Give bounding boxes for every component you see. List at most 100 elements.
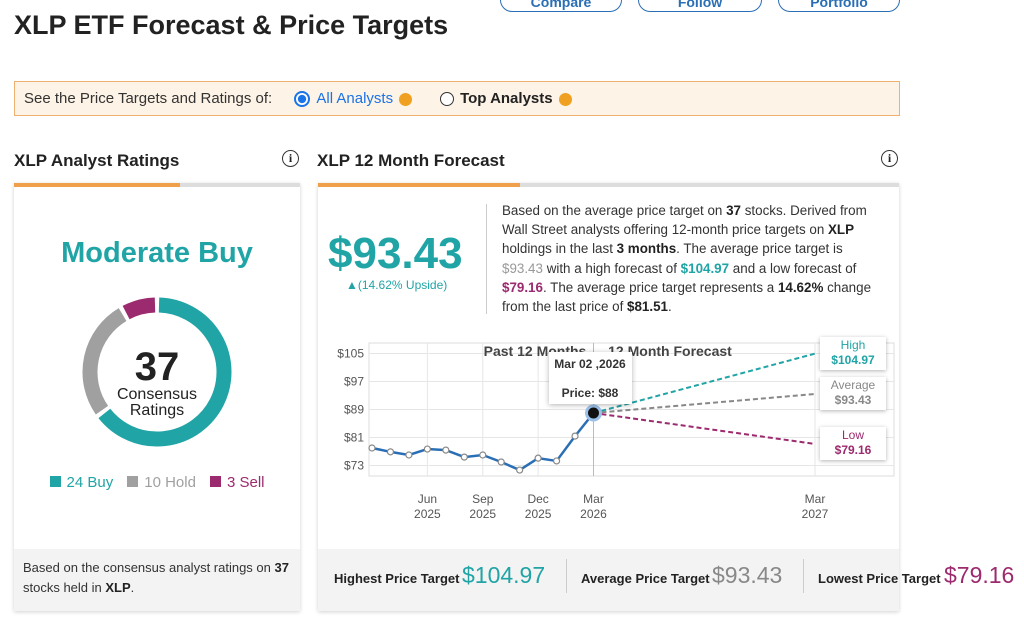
bottom-label: Highest Price Target (334, 571, 460, 586)
radio (294, 91, 311, 108)
target-label: Average $93.43 (820, 376, 886, 410)
x-tick-label: Mar 2027 (801, 492, 829, 521)
y-tick-label: $105 (337, 347, 364, 361)
forecast-title: XLP 12 Month Forecast (317, 151, 505, 170)
text-piece: XLP (828, 222, 855, 238)
price-point (516, 466, 524, 474)
tooltip-date: Mar 02 ,2026 (554, 357, 626, 371)
filter-option[interactable]: All Analysts (294, 90, 413, 108)
text-piece: $104.97 (680, 260, 730, 276)
target-value: $104.97 (831, 352, 875, 367)
price-point (534, 454, 542, 462)
x-tick-label: Sep 2025 (469, 492, 497, 521)
separator (566, 559, 567, 593)
y-tick-label: $73 (344, 459, 364, 473)
filter-option[interactable]: Top Analysts (440, 90, 572, 107)
price-point (442, 446, 450, 454)
text-piece: holdings in the last (502, 241, 617, 257)
price-point (405, 451, 413, 459)
text-piece: . (668, 299, 672, 315)
consensus: Moderate Buy (61, 237, 253, 269)
price-point (571, 432, 579, 440)
target-name: High (840, 337, 866, 352)
text-piece: with a high forecast of (542, 260, 681, 276)
bottom-label: Average Price Target (581, 571, 710, 586)
target-name: Low (841, 427, 864, 442)
help-icon (399, 92, 413, 106)
y-tick-label: $97 (344, 375, 364, 389)
tooltip-price: Price: $88 (561, 386, 619, 400)
option-label: Top Analysts (460, 90, 553, 107)
target-line (593, 392, 816, 414)
text-piece: 3 months (616, 241, 677, 257)
legend-name: Sell (239, 474, 265, 491)
description: Based on the average price target on 37 … (502, 201, 882, 316)
text-piece: . The average price target is (676, 241, 843, 257)
target-label: High $104.97 (820, 336, 886, 370)
target-value: $79.16 (834, 442, 872, 457)
filter-label: See the Price Targets and Ratings of: (24, 90, 273, 107)
ratings-card: Moderate Buy 37 Consensus Ratings 24 Buy… (14, 183, 300, 611)
avg-price: $93.43 (328, 229, 463, 278)
target-line (593, 412, 816, 445)
text-piece: $93.43 (502, 260, 543, 276)
price-point (497, 458, 505, 466)
bottom-label: Lowest Price Target (818, 571, 941, 586)
option-label: All Analysts (316, 90, 394, 107)
legend-swatch (209, 476, 221, 487)
bottom-value: $93.43 (712, 562, 783, 588)
ratings-footer: Based on the consensus analyst ratings o… (23, 558, 293, 598)
x-tick-label: Mar 2026 (580, 492, 607, 521)
text-piece: $81.51 (627, 299, 668, 315)
page-title: XLP ETF Forecast & Price Targets (14, 10, 449, 40)
filter-bar: See the Price Targets and Ratings of: Al… (14, 81, 900, 116)
text-piece: 14.62% (777, 279, 824, 295)
legend-item: 10 Hold (127, 474, 196, 491)
separator (803, 559, 804, 593)
chart-title: 12 Month Forecast (608, 343, 732, 359)
info-icon[interactable]: i (282, 150, 299, 167)
help-icon (558, 92, 572, 106)
text-piece: and a low forecast of (729, 260, 857, 276)
price-point (386, 448, 395, 456)
text-piece: stocks held in (23, 580, 106, 595)
legend-value: 24 (66, 474, 84, 491)
legend-item: 24 Buy (49, 474, 114, 491)
text-piece: Based on the consensus analyst ratings o… (23, 560, 275, 575)
ratings-title: XLP Analyst Ratings (14, 151, 180, 170)
price-point (423, 445, 431, 453)
donut-segment (122, 297, 156, 320)
price-point (368, 444, 376, 452)
price-point (552, 457, 561, 465)
legend-value: 10 (144, 474, 161, 491)
text-piece: $79.16 (502, 279, 543, 295)
legend-name: Hold (165, 474, 196, 491)
y-tick-label: $81 (344, 431, 364, 445)
text-piece: 37 (726, 203, 741, 218)
price-point (460, 453, 468, 461)
y-tick-label: $89 (344, 403, 364, 417)
text-piece: stocks. Derived from Wall Street analyst… (502, 203, 867, 238)
bottom-value: $79.16 (944, 562, 1015, 588)
text-piece: Based on the average price target on (502, 203, 727, 218)
legend: 24 Buy 10 Hold 3 Sell (14, 474, 300, 491)
target-name: Average (830, 377, 876, 392)
text-piece: XLP (105, 580, 131, 595)
upside: ▲(14.62% Upside) (346, 278, 448, 292)
info-icon[interactable]: i (881, 150, 898, 167)
text-piece: . The average price target represents a (542, 279, 778, 295)
total-label: Consensus Ratings (116, 386, 198, 419)
target-line (593, 352, 816, 414)
text-piece: . (130, 580, 135, 595)
legend-value: 3 (226, 474, 236, 491)
legend-swatch (127, 476, 139, 487)
text-piece: 37 (274, 560, 289, 575)
legend-name: Buy (87, 474, 114, 491)
x-tick-label: Jun 2025 (414, 492, 441, 521)
target-label: Low $79.16 (820, 426, 886, 460)
legend-item: 3 Sell (209, 474, 265, 491)
donut-segment (82, 308, 127, 415)
bottom-value: $104.97 (462, 562, 546, 588)
